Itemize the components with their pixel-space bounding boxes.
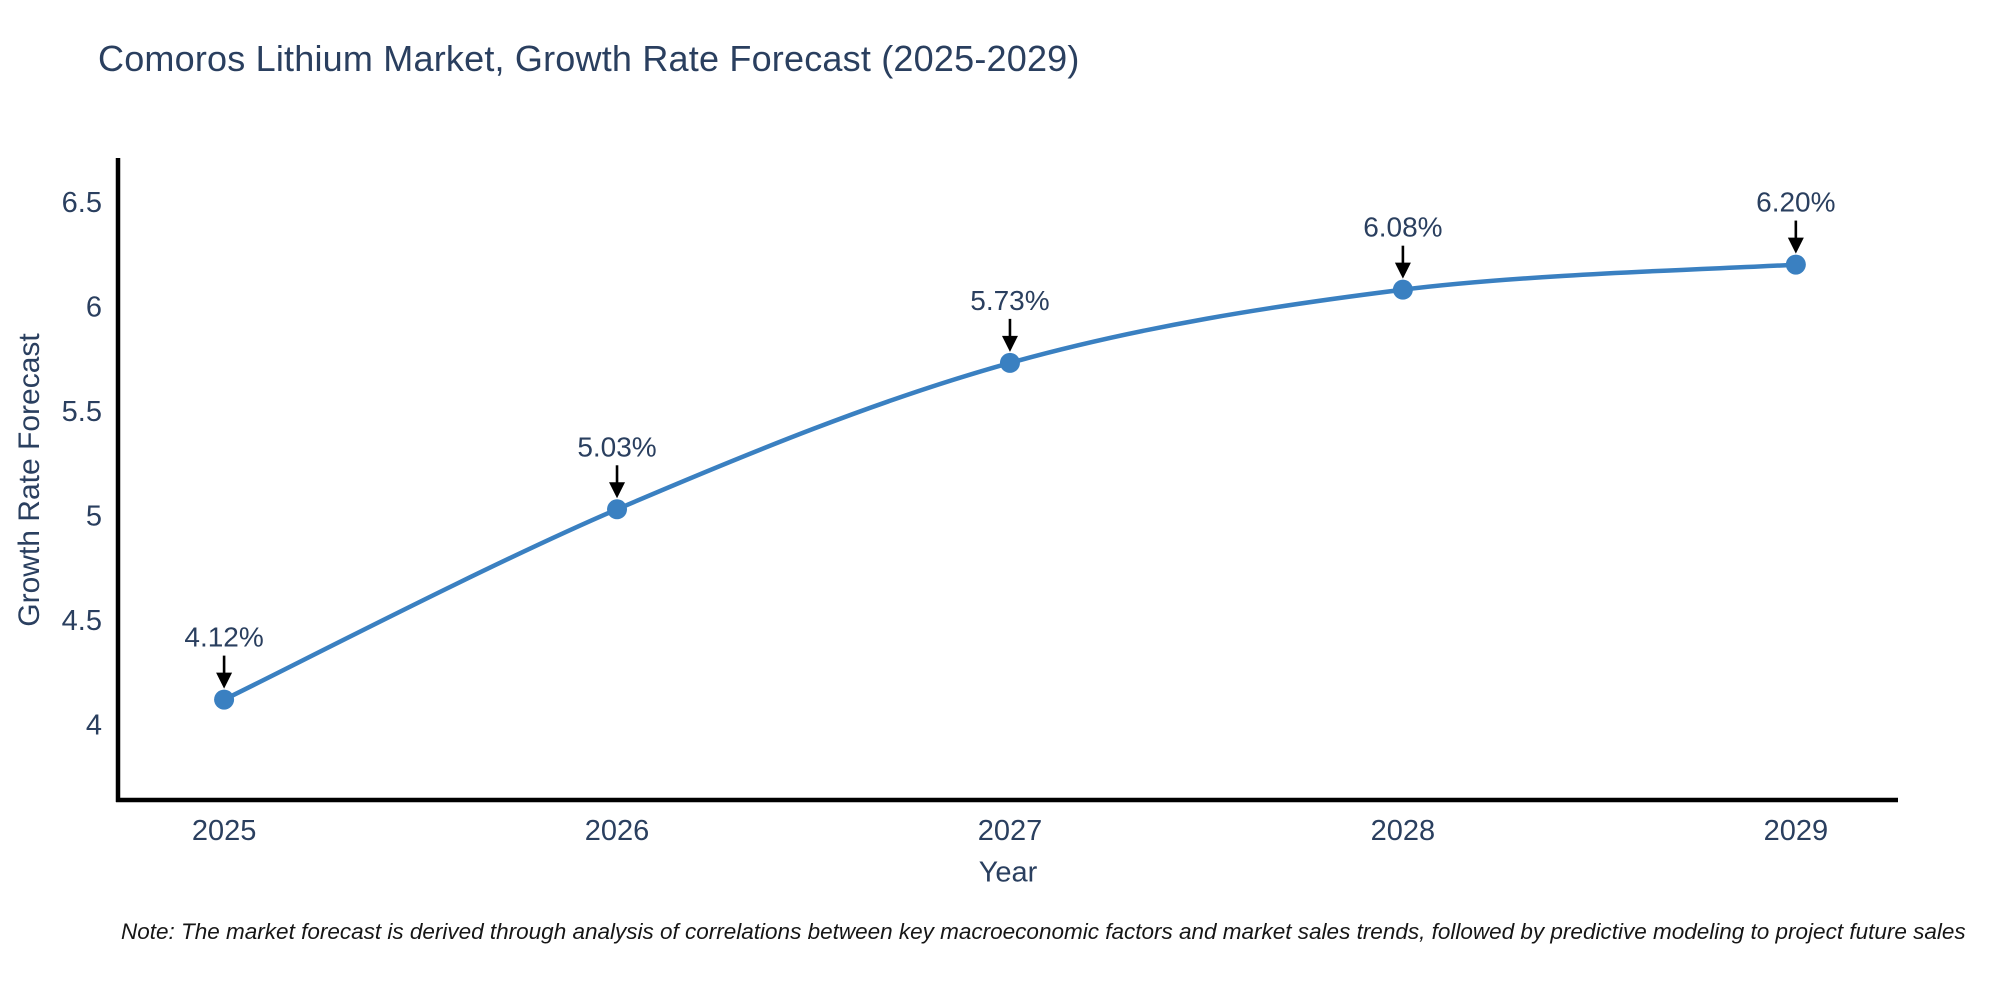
y-tick-label: 4	[86, 710, 102, 742]
annotation-arrowhead-icon	[1394, 262, 1411, 279]
x-tick-label: 2025	[192, 815, 257, 847]
y-axis-title: Growth Rate Forecast	[13, 333, 46, 627]
x-axis-title: Year	[978, 856, 1038, 889]
point-value-label: 5.03%	[577, 431, 656, 462]
y-tick-label: 6.5	[62, 187, 102, 219]
y-tick-label: 5.5	[62, 396, 102, 428]
data-point-marker	[1392, 279, 1413, 300]
x-tick-label: 2026	[585, 815, 650, 847]
data-point-marker	[214, 689, 235, 710]
point-value-label: 4.12%	[184, 622, 263, 653]
x-tick-label: 2029	[1764, 815, 1829, 847]
data-point-marker	[999, 352, 1020, 373]
point-value-label: 6.08%	[1363, 212, 1442, 243]
chart-title: Comoros Lithium Market, Growth Rate Fore…	[98, 38, 1080, 79]
footnote: Note: The market forecast is derived thr…	[121, 919, 1966, 944]
annotation-arrowhead-icon	[1001, 335, 1018, 352]
annotation-arrowhead-icon	[216, 672, 233, 689]
y-tick-label: 5	[86, 501, 102, 533]
point-value-label: 5.73%	[970, 285, 1049, 316]
annotation-arrowhead-icon	[1787, 237, 1804, 254]
data-point-marker	[607, 499, 628, 520]
x-tick-label: 2028	[1371, 815, 1436, 847]
y-tick-label: 6	[86, 291, 102, 323]
y-tick-label: 4.5	[62, 605, 102, 637]
x-tick-label: 2027	[978, 815, 1043, 847]
point-value-label: 6.20%	[1756, 187, 1835, 218]
data-point-marker	[1785, 254, 1806, 275]
annotation-arrowhead-icon	[609, 482, 626, 499]
